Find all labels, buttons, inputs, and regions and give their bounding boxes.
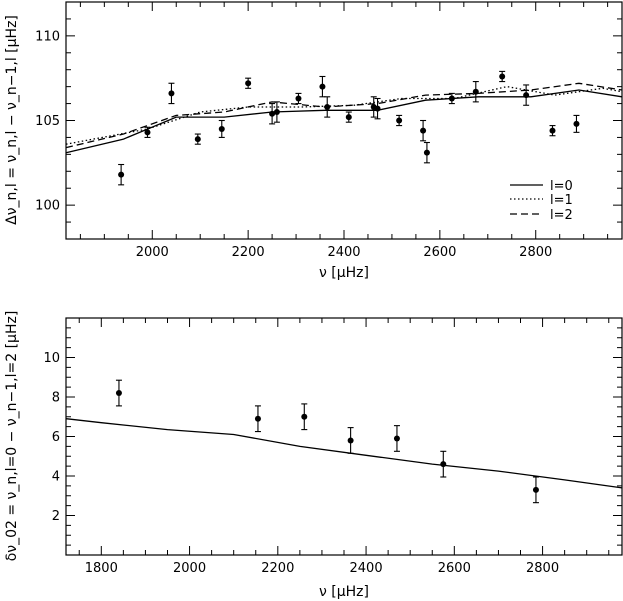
bottom-x-axis-label: ν [μHz] xyxy=(319,584,369,600)
data-point xyxy=(472,88,479,95)
data-point xyxy=(115,390,122,397)
y-tick-label: 4 xyxy=(52,470,60,485)
data-point xyxy=(374,105,381,112)
x-tick-label: 2600 xyxy=(438,561,471,576)
data-point xyxy=(345,114,352,121)
x-tick-label: 2400 xyxy=(327,245,360,260)
data-point xyxy=(532,486,539,493)
series-line-l2 xyxy=(65,82,623,149)
data-point xyxy=(420,127,427,134)
top-x-axis-label: ν [μHz] xyxy=(319,265,369,281)
y-tick-label: 10 xyxy=(43,351,60,366)
data-point xyxy=(347,437,354,444)
top-panel: 2000 2200 2400 2600 2800 100 105 110 ν [μHz] Δν… xyxy=(4,1,623,281)
data-point xyxy=(573,120,580,127)
legend-label-l0: l=0 xyxy=(550,179,573,194)
x-tick-label: 2800 xyxy=(526,561,559,576)
legend-label-l2: l=2 xyxy=(550,208,573,223)
x-tick-label: 1800 xyxy=(85,561,118,576)
data-point xyxy=(194,136,201,143)
top-plot-frame xyxy=(65,1,623,240)
data-point xyxy=(423,149,430,156)
top-y-axis-label: Δν_n,l = ν_n,l − ν_n−1,l [μHz] xyxy=(4,15,20,225)
data-point xyxy=(319,83,326,90)
y-tick-label: 105 xyxy=(35,114,60,129)
y-tick-label: 2 xyxy=(52,509,60,524)
data-point xyxy=(499,73,506,80)
bottom-panel: 1800 2000 2200 2400 2600 2800 2 4 6 8 10 ν [μHz] δ… xyxy=(4,311,623,600)
data-point xyxy=(254,415,261,422)
y-tick-label: 110 xyxy=(35,29,60,44)
data-point xyxy=(301,413,308,420)
data-point xyxy=(118,171,125,178)
bottom-y-axis-label: δν_02 = ν_n,l=0 − ν_n−1,l=2 [μHz] xyxy=(4,311,20,562)
x-tick-label: 2000 xyxy=(173,561,206,576)
data-point xyxy=(168,90,175,97)
data-point xyxy=(218,125,225,132)
data-point xyxy=(273,109,280,116)
data-point xyxy=(324,103,331,110)
y-tick-label: 8 xyxy=(52,391,60,406)
x-tick-label: 2000 xyxy=(136,245,169,260)
x-tick-label: 2800 xyxy=(519,245,552,260)
data-point xyxy=(393,435,400,442)
series-line-model xyxy=(65,418,623,489)
x-tick-label: 2200 xyxy=(261,561,294,576)
data-point xyxy=(144,129,151,136)
x-tick-label: 2600 xyxy=(423,245,456,260)
data-point xyxy=(523,92,530,99)
y-tick-label: 100 xyxy=(35,199,60,214)
data-point xyxy=(396,117,403,124)
legend-label-l1: l=1 xyxy=(550,193,573,208)
x-tick-label: 2400 xyxy=(350,561,383,576)
data-point xyxy=(448,95,455,102)
data-point xyxy=(440,461,447,468)
legend: l=0 l=1 l=2 xyxy=(510,179,573,223)
data-point xyxy=(245,80,252,87)
series-line-l0 xyxy=(65,89,623,154)
bottom-plot-frame xyxy=(65,317,623,556)
data-point xyxy=(269,110,276,117)
data-point xyxy=(295,95,302,102)
y-tick-label: 6 xyxy=(52,430,60,445)
x-tick-label: 2200 xyxy=(232,245,265,260)
data-point xyxy=(549,127,556,134)
